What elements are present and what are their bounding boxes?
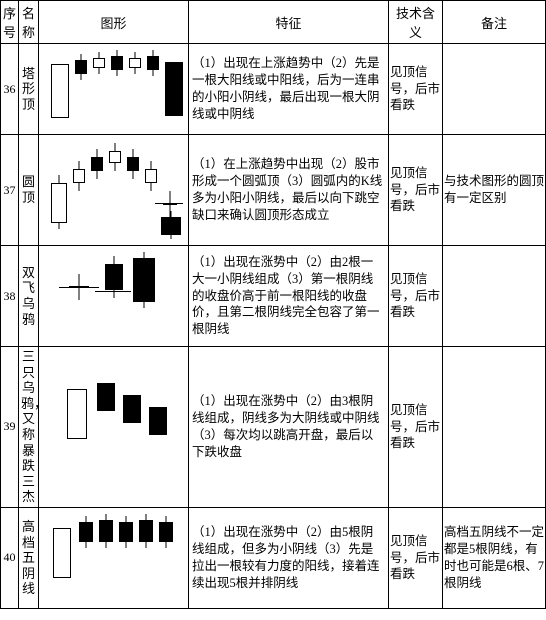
header-chart: 图形 [39, 1, 189, 44]
row-number: 36 [1, 44, 19, 135]
row-tech: 见顶信号，后市看跌 [389, 246, 443, 347]
row-note: 与技术图形的圆顶有一定区别 [443, 135, 546, 246]
row-feature: （1）出现在涨势中（2）由5根阴线组成，但多为小阴线（3）先是拉出一根较有力度的… [189, 507, 389, 608]
header-row: 序号 名称 图形 特征 技术含义 备注 [1, 1, 546, 44]
row-name: 塔形顶 [19, 44, 39, 135]
row-number: 39 [1, 347, 19, 508]
row-feature: （1）出现在上涨趋势中（2）先是一根大阳线或中阳线，后为一连串的小阳小阴线，最后… [189, 44, 389, 135]
table-row: 37圆顶 （1）在上涨趋势中出现（2）股市形成一个圆弧顶（3）圆弧内的K线多为小阳… [1, 135, 546, 246]
row-tech: 见顶信号，后市看跌 [389, 347, 443, 508]
kline-table: 序号 名称 图形 特征 技术含义 备注 36塔形顶 （1）出现在上涨趋势中（2）先… [0, 0, 546, 609]
row-note [443, 246, 546, 347]
row-name: 圆顶 [19, 135, 39, 246]
row-chart [39, 135, 189, 246]
row-number: 38 [1, 246, 19, 347]
row-feature: （1）在上涨趋势中出现（2）股市形成一个圆弧顶（3）圆弧内的K线多为小阳小阴线，… [189, 135, 389, 246]
row-name: 双飞乌鸦 [19, 246, 39, 347]
row-name: 高档五阴线 [19, 507, 39, 608]
row-number: 40 [1, 507, 19, 608]
table-row: 39三只乌鸦，又称暴跌三杰 （1）出现在涨势中（2）由3根阴线组成，阴线多为大阴线… [1, 347, 546, 508]
table-row: 40高档五阴线 （1）出现在涨势中（2）由5根阴线组成，但多为小阴线（3）先是拉出… [1, 507, 546, 608]
row-note [443, 347, 546, 508]
row-tech: 见顶信号，后市看跌 [389, 135, 443, 246]
row-note [443, 44, 546, 135]
row-chart [39, 246, 189, 347]
row-chart [39, 347, 189, 508]
header-num: 序号 [1, 1, 19, 44]
header-tech: 技术含义 [389, 1, 443, 44]
row-tech: 见顶信号，后市看跌 [389, 44, 443, 135]
row-name: 三只乌鸦，又称暴跌三杰 [19, 347, 39, 508]
row-feature: （1）出现在涨势中（2）由2根一大一小阴线组成（3）第一根阴线的收盘价高于前一根… [189, 246, 389, 347]
table-row: 36塔形顶 （1）出现在上涨趋势中（2）先是一根大阳线或中阳线，后为一连串的小阳小… [1, 44, 546, 135]
table-row: 38双飞乌鸦 （1）出现在涨势中（2）由2根一大一小阴线组成（3）第一根阴线的收盘… [1, 246, 546, 347]
row-note: 高档五阴线不一定都是5根阴线，有时也可能是6根、7根阴线 [443, 507, 546, 608]
row-tech: 见顶信号，后市看跌 [389, 507, 443, 608]
row-chart [39, 44, 189, 135]
header-name: 名称 [19, 1, 39, 44]
row-feature: （1）出现在涨势中（2）由3根阴线组成，阴线多为大阴线或中阴线（3）每次均以跳高… [189, 347, 389, 508]
row-number: 37 [1, 135, 19, 246]
header-note: 备注 [443, 1, 546, 44]
row-chart [39, 507, 189, 608]
header-feature: 特征 [189, 1, 389, 44]
